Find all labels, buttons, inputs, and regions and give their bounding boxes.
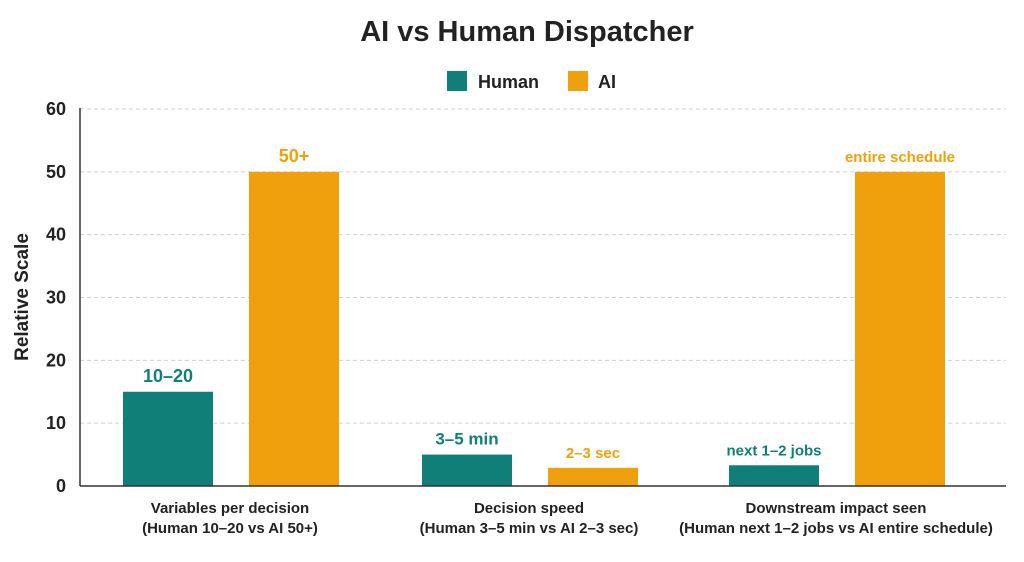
legend: Human AI (447, 71, 616, 92)
y-tick-label: 50 (46, 162, 66, 182)
legend-label-human: Human (478, 72, 539, 92)
bars (123, 171, 945, 487)
bar-value-labels: 10–20 3–5 min next 1–2 jobs 50+ 2–3 sec entir… (143, 146, 955, 462)
bar-human-2 (422, 454, 512, 486)
y-axis-label: Relative Scale (12, 233, 33, 361)
legend-swatch-ai (568, 71, 588, 91)
bar-value-label-ai-1: 50+ (279, 146, 310, 166)
y-tick-label: 30 (46, 288, 66, 308)
x-category-label: (Human 3–5 min vs AI 2–3 sec) (420, 520, 639, 537)
y-tick-label: 10 (46, 413, 66, 433)
legend-swatch-human (447, 71, 467, 91)
bar-value-label-ai-2: 2–3 sec (566, 445, 620, 462)
x-category-label: Decision speed (474, 500, 584, 517)
chart-title: AI vs Human Dispatcher (360, 16, 694, 48)
legend-label-ai: AI (598, 72, 616, 92)
x-category-label: Downstream impact seen (746, 500, 927, 517)
bar-ai-2 (548, 467, 638, 486)
gridlines (80, 108, 1006, 424)
y-tick-label: 40 (46, 225, 66, 245)
bar-value-label-human-1: 10–20 (143, 366, 193, 386)
y-tick-label: 20 (46, 350, 66, 370)
bar-value-label-human-3: next 1–2 jobs (726, 442, 821, 459)
y-tick-label: 0 (56, 476, 66, 496)
bar-value-label-human-2: 3–5 min (435, 430, 498, 449)
bar-value-label-ai-3: entire schedule (845, 149, 955, 166)
bar-human-1 (123, 391, 213, 486)
y-tick-label: 60 (46, 99, 66, 119)
x-category-label: (Human next 1–2 jobs vs AI entire schedu… (679, 520, 993, 537)
bar-human-3 (729, 465, 819, 486)
bar-ai-1 (249, 171, 339, 487)
x-category-label: (Human 10–20 vs AI 50+) (142, 520, 318, 537)
x-category-label: Variables per decision (151, 500, 309, 517)
y-tick-labels: 0 10 20 30 40 50 60 (46, 99, 66, 496)
x-category-labels: Variables per decision (Human 10–20 vs AI… (142, 500, 993, 537)
bar-ai-3 (855, 171, 945, 487)
